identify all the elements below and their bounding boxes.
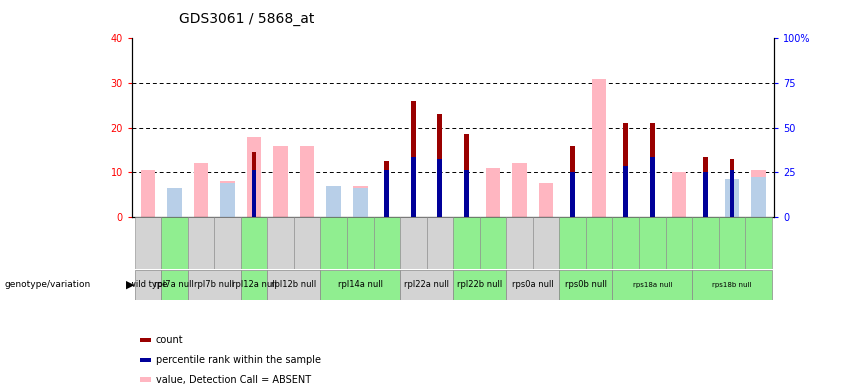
Text: rpl12b null: rpl12b null [271, 280, 317, 289]
Bar [703, 172, 708, 217]
Bar [400, 217, 426, 269]
Bar [353, 188, 368, 217]
Bar [267, 270, 321, 300]
Bar [703, 157, 708, 217]
Bar [167, 188, 181, 217]
Bar [480, 217, 506, 269]
Bar [241, 270, 267, 300]
Bar [411, 101, 416, 217]
Bar [273, 146, 288, 217]
Bar [512, 164, 527, 217]
Bar [453, 270, 506, 300]
Bar [321, 217, 347, 269]
Bar [385, 170, 389, 217]
Bar [559, 270, 613, 300]
Bar [692, 270, 772, 300]
Text: rpl7a null: rpl7a null [154, 280, 194, 289]
Bar [214, 217, 241, 269]
Text: rpl22a null: rpl22a null [404, 280, 449, 289]
Bar [570, 172, 575, 217]
Bar [533, 217, 559, 269]
Bar [623, 166, 628, 217]
Text: rpl22b null: rpl22b null [457, 280, 502, 289]
Bar [267, 217, 294, 269]
Bar [585, 217, 613, 269]
Bar [453, 217, 480, 269]
Text: rps18b null: rps18b null [712, 281, 751, 288]
Bar [426, 217, 453, 269]
Text: rpl12a null: rpl12a null [231, 280, 277, 289]
Bar [161, 270, 188, 300]
Bar [729, 170, 734, 217]
Text: rps18a null: rps18a null [632, 281, 672, 288]
Bar [385, 161, 389, 217]
Bar [247, 137, 261, 217]
Bar [220, 181, 235, 217]
Bar [252, 152, 256, 217]
Text: value, Detection Call = ABSENT: value, Detection Call = ABSENT [156, 375, 311, 384]
Bar [718, 217, 745, 269]
Bar [188, 217, 214, 269]
Bar [294, 217, 321, 269]
Bar [327, 186, 341, 217]
Bar [506, 270, 559, 300]
Bar [539, 184, 553, 217]
Bar [729, 159, 734, 217]
Bar [374, 217, 400, 269]
Bar [751, 177, 766, 217]
Bar [486, 168, 500, 217]
Text: GDS3061 / 5868_at: GDS3061 / 5868_at [179, 12, 314, 25]
Bar [639, 217, 665, 269]
Bar [252, 170, 256, 217]
Text: rps0a null: rps0a null [512, 280, 554, 289]
Text: wild type: wild type [129, 280, 167, 289]
Text: percentile rank within the sample: percentile rank within the sample [156, 355, 321, 365]
Bar [321, 270, 400, 300]
Bar [140, 170, 155, 217]
Text: genotype/variation: genotype/variation [4, 280, 90, 289]
Bar [411, 157, 416, 217]
Bar [613, 217, 639, 269]
Bar [745, 217, 772, 269]
Bar [400, 270, 453, 300]
Bar [437, 159, 443, 217]
Bar [665, 217, 692, 269]
Bar [241, 217, 267, 269]
Bar [347, 217, 374, 269]
Bar [188, 270, 241, 300]
Bar [134, 270, 161, 300]
Bar [559, 217, 585, 269]
Bar [671, 172, 686, 217]
Bar [613, 270, 692, 300]
Text: count: count [156, 335, 183, 345]
Bar [464, 134, 469, 217]
Bar [506, 217, 533, 269]
Bar [725, 179, 740, 217]
Bar [650, 157, 654, 217]
Bar [437, 114, 443, 217]
Bar [134, 217, 161, 269]
Text: ▶: ▶ [126, 280, 134, 290]
Text: rpl7b null: rpl7b null [194, 280, 234, 289]
Bar [464, 170, 469, 217]
Bar [220, 184, 235, 217]
Bar [353, 186, 368, 217]
Text: rpl14a null: rpl14a null [338, 280, 383, 289]
Bar [751, 170, 766, 217]
Bar [194, 164, 208, 217]
Bar [592, 79, 607, 217]
Bar [623, 123, 628, 217]
Text: rps0b null: rps0b null [565, 280, 607, 289]
Bar [161, 217, 188, 269]
Bar [692, 217, 718, 269]
Bar [650, 123, 654, 217]
Bar [300, 146, 314, 217]
Bar [570, 146, 575, 217]
